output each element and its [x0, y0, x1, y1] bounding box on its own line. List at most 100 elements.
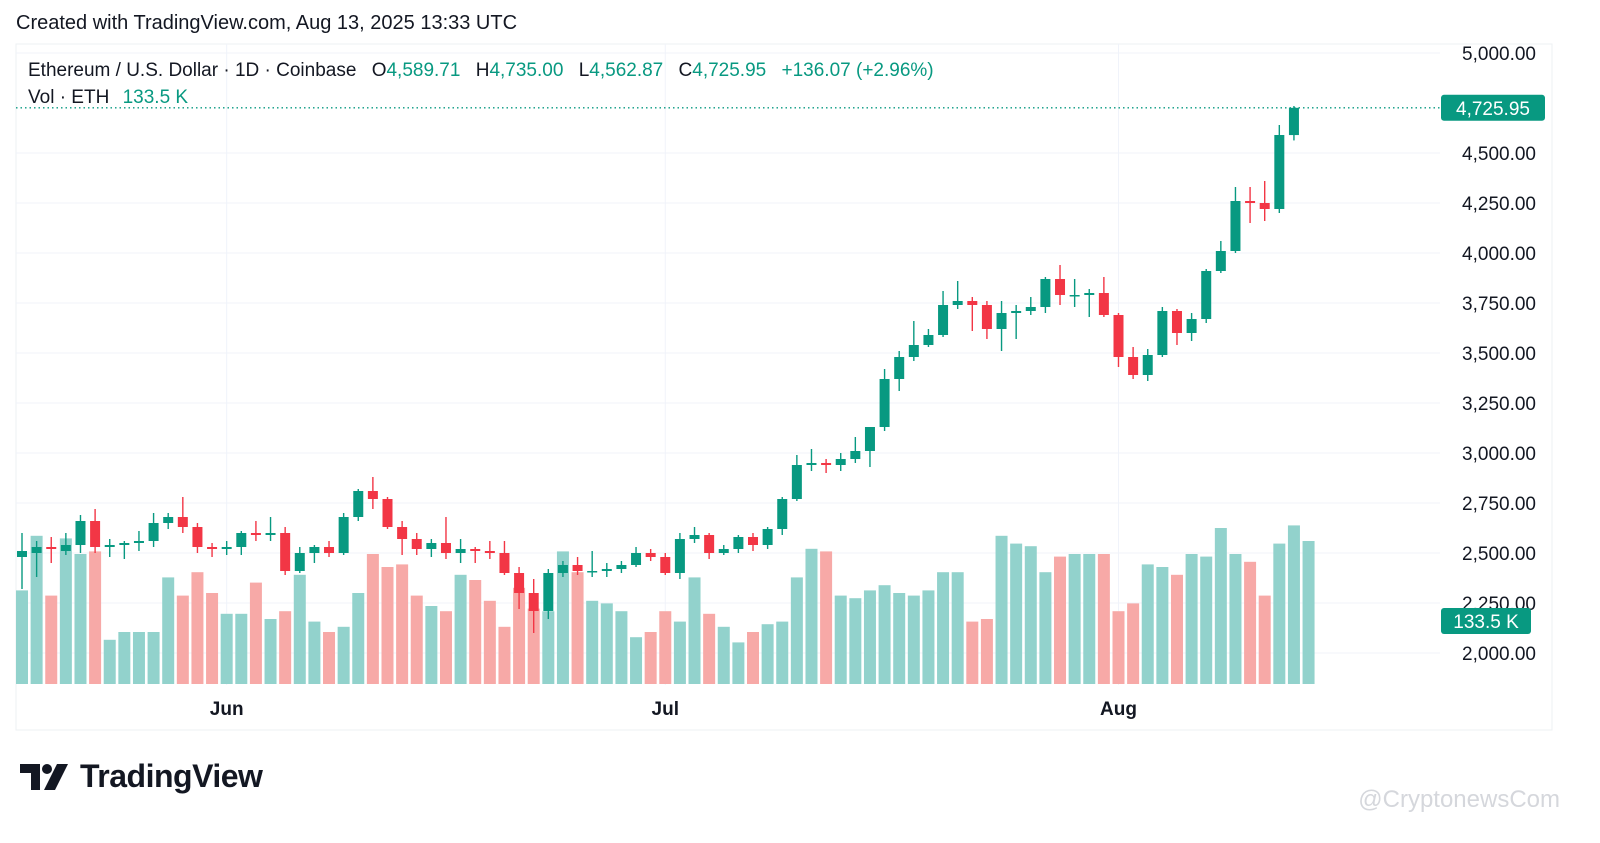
candle-body — [1171, 311, 1182, 333]
candle — [1040, 277, 1051, 313]
volume-bar — [849, 598, 862, 684]
candle — [338, 513, 349, 555]
volume-bar — [381, 567, 394, 684]
volume-bar — [834, 595, 847, 684]
candle — [1186, 313, 1197, 341]
candle — [748, 533, 758, 551]
candle — [1274, 125, 1285, 213]
candle — [908, 321, 919, 361]
candle-body — [616, 565, 627, 569]
candle-body — [704, 535, 715, 553]
candle-body — [528, 593, 539, 611]
volume-bar — [396, 564, 409, 684]
candle-body — [587, 571, 598, 573]
candle-body — [1098, 293, 1109, 315]
candle-body — [31, 547, 42, 553]
candle-body — [353, 491, 364, 517]
candle-body — [294, 553, 305, 571]
candle — [572, 557, 583, 575]
candle — [1113, 313, 1124, 367]
last-price-badge-text: 4,725.95 — [1456, 99, 1530, 120]
candle-body — [1055, 279, 1066, 295]
candle-body — [163, 517, 174, 523]
candle — [879, 369, 890, 431]
last-price-badge: 4,725.95 — [1441, 94, 1545, 121]
volume-bar — [513, 587, 526, 684]
volume-bar — [937, 572, 950, 684]
candle-body — [119, 543, 130, 545]
candle-body — [1084, 293, 1095, 295]
volume-badge: 133.5 K — [1441, 608, 1531, 634]
candle-body — [718, 549, 729, 553]
candle-body — [996, 313, 1007, 329]
candle-body — [660, 557, 671, 573]
candle — [411, 533, 422, 555]
volume-bar — [1185, 554, 1198, 684]
volume-bar — [439, 611, 452, 684]
volume-bar — [1273, 543, 1286, 684]
volume-bar — [1258, 595, 1271, 684]
candle-body — [148, 523, 159, 541]
y-tick-label: 4,500.00 — [1462, 144, 1536, 165]
candle-body — [850, 451, 861, 459]
candle-body — [207, 547, 218, 549]
volume-bar — [293, 574, 306, 684]
time-axis[interactable]: Jun Jul Aug — [210, 699, 1137, 720]
legend-volume: Vol · ETH 133.5 K — [28, 87, 188, 108]
candle-body — [338, 517, 349, 553]
candle-body — [265, 533, 276, 535]
candle — [660, 553, 671, 575]
volume-bar — [1156, 567, 1169, 684]
candle-body — [981, 305, 992, 329]
candle-body — [60, 545, 71, 551]
candle — [1084, 289, 1095, 317]
candle — [17, 533, 27, 589]
y-tick-label: 5,000.00 — [1462, 44, 1536, 65]
candle — [1098, 277, 1109, 317]
volume-bar — [527, 608, 540, 684]
candle — [119, 541, 130, 559]
volume-bar — [1127, 603, 1140, 684]
candle-body — [894, 357, 905, 379]
y-tick-label: 2,000.00 — [1462, 644, 1536, 665]
candle — [806, 449, 817, 471]
volume-bar — [761, 624, 774, 684]
candle-body — [557, 565, 568, 573]
candle-body — [879, 379, 890, 427]
candle — [221, 541, 232, 555]
volume-bar — [1200, 556, 1213, 684]
candle — [601, 563, 612, 577]
volume-bar — [162, 577, 175, 684]
volume-bar — [922, 590, 935, 684]
volume-bar — [790, 577, 803, 684]
volume-bar — [776, 621, 789, 684]
plot-frame — [15, 43, 1553, 731]
volume-bar — [16, 590, 28, 684]
candle-body — [938, 305, 949, 335]
volume-bar — [74, 554, 87, 684]
volume-bar — [425, 606, 438, 684]
candle-body — [397, 527, 408, 539]
candle-body — [221, 547, 232, 549]
candle — [499, 541, 510, 575]
y-tick-label: 3,500.00 — [1462, 344, 1536, 365]
tradingview-logo[interactable]: TradingView — [20, 758, 263, 795]
candle-body — [1274, 135, 1285, 209]
price-axis[interactable]: 5,000.00 4,500.00 4,250.00 4,000.00 3,750.00… — [1462, 44, 1536, 665]
candle-body — [748, 537, 758, 545]
volume-bar — [995, 535, 1008, 684]
volume-bar — [688, 577, 701, 684]
candle — [1128, 347, 1139, 379]
volume-bar — [673, 621, 686, 684]
volume-bar — [337, 626, 350, 684]
volume-bar — [103, 639, 116, 684]
candle — [367, 477, 378, 509]
candle — [1157, 307, 1168, 357]
legend-volume-value: 133.5 K — [123, 87, 189, 108]
candle-body — [1040, 279, 1051, 307]
volume-bar — [45, 595, 58, 684]
volume-bar — [863, 590, 876, 684]
volume-bar — [703, 613, 716, 684]
candle-body — [1069, 295, 1080, 297]
